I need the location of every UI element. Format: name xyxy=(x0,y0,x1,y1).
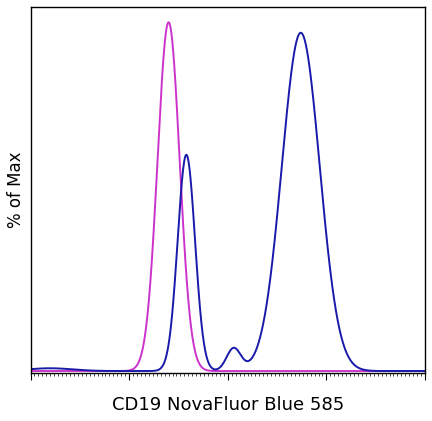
X-axis label: CD19 NovaFluor Blue 585: CD19 NovaFluor Blue 585 xyxy=(111,396,344,414)
Y-axis label: % of Max: % of Max xyxy=(7,152,25,228)
